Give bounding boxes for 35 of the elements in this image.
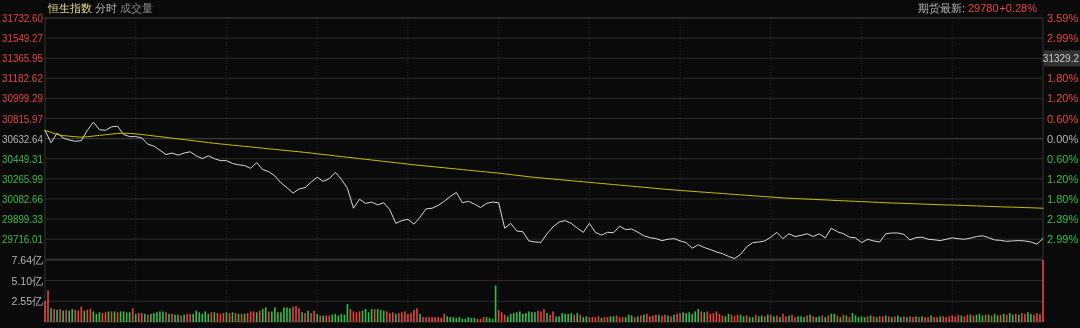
y2-tick-label: 1.20% (1047, 92, 1079, 105)
y2-tick-label: 0.60% (1047, 152, 1079, 165)
y-tick-label: 30999.29 (2, 92, 46, 105)
y-tick-label: 31182.62 (2, 72, 46, 85)
y2-tick-label: 1.80% (1047, 193, 1079, 206)
y-tick-label: 30265.99 (2, 172, 46, 185)
text: 分时 (95, 2, 117, 14)
text: 期货最新: (917, 2, 965, 14)
y-tick-label: 30449.31 (2, 152, 46, 165)
line-series (44, 129, 1044, 209)
y-tick-label: 29716.01 (2, 233, 46, 246)
y2-tick-label: 2.99% (1047, 32, 1079, 45)
y-tick-label: 30632.64 (2, 132, 46, 145)
chart-title: 恒生指数 (47, 2, 92, 14)
y2-tick-label: 1.80% (1047, 72, 1079, 85)
y2-tick-label: 2.39% (1047, 213, 1079, 225)
y-tick-label: 30815.97 (2, 112, 46, 125)
y-tick-label: 30082.66 (2, 192, 46, 205)
text: 29780 (968, 2, 999, 14)
y-tick-label: 31549.27 (2, 32, 46, 45)
y-tick-label: 7.64亿 (11, 254, 43, 266)
annotation: 31329.2 (1042, 53, 1080, 65)
y2-tick-label: 0.00% (1047, 132, 1079, 145)
y-tick-label: 2.55亿 (11, 295, 43, 308)
text: 成交量 (120, 2, 153, 14)
y2-tick-label: 0.60% (1047, 112, 1079, 125)
y-tick-label: 31732.60 (2, 12, 46, 24)
y2-tick-label: 1.20% (1047, 173, 1079, 185)
y-tick-label: 29899.33 (2, 213, 46, 226)
line-series (44, 121, 1044, 260)
y-tick-label: 5.10亿 (11, 274, 43, 287)
y2-tick-label: 3.59% (1047, 12, 1079, 24)
text: +0.28% (999, 2, 1038, 14)
y-tick-label: 31365.95 (2, 52, 46, 65)
y2-tick-label: 2.99% (1047, 233, 1079, 246)
